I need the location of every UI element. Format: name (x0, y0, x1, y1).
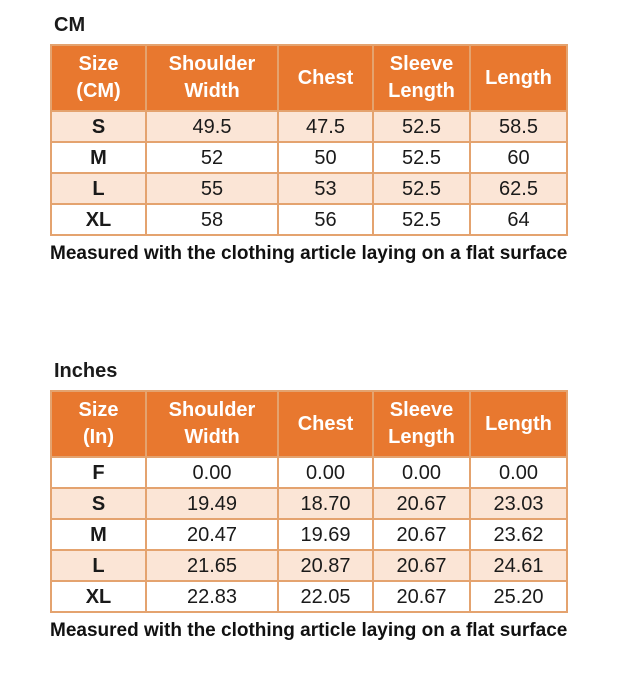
value-cell: 21.65 (145, 549, 279, 582)
size-cell: M (50, 141, 147, 174)
value-cell: 20.67 (372, 580, 471, 613)
table-row: M 20.47 19.69 20.67 23.62 (50, 518, 568, 551)
value-cell: 0.00 (277, 456, 374, 489)
value-cell: 20.67 (372, 518, 471, 551)
value-cell: 20.87 (277, 549, 374, 582)
value-cell: 55 (145, 172, 279, 205)
value-cell: 25.20 (469, 580, 568, 613)
header-cell: Length (469, 390, 568, 458)
table-row: L 21.65 20.87 20.67 24.61 (50, 549, 568, 582)
value-cell: 22.83 (145, 580, 279, 613)
value-cell: 22.05 (277, 580, 374, 613)
value-cell: 20.47 (145, 518, 279, 551)
table-row: S 49.5 47.5 52.5 58.5 (50, 110, 568, 143)
size-chart-page: CM Size (CM) Shoulder Width Chest Sleeve Lengt… (50, 14, 621, 642)
size-cell: F (50, 456, 147, 489)
cm-size-table: Size (CM) Shoulder Width Chest Sleeve Length Le… (50, 44, 568, 236)
header-cell: Shoulder Width (145, 44, 279, 112)
size-cell: S (50, 110, 147, 143)
value-cell: 52.5 (372, 110, 471, 143)
table-row: L 55 53 52.5 62.5 (50, 172, 568, 205)
cm-measurement-note: Measured with the clothing article layin… (50, 243, 568, 264)
value-cell: 50 (277, 141, 374, 174)
table-row: S 19.49 18.70 20.67 23.03 (50, 487, 568, 520)
table-row: F 0.00 0.00 0.00 0.00 (50, 456, 568, 489)
size-cell: L (50, 172, 147, 205)
inches-section: Inches Size (In) Shoulder Width Chest Sleeve L… (50, 360, 621, 642)
header-cell: Size (In) (50, 390, 147, 458)
value-cell: 0.00 (145, 456, 279, 489)
value-cell: 24.61 (469, 549, 568, 582)
value-cell: 52.5 (372, 141, 471, 174)
value-cell: 23.03 (469, 487, 568, 520)
value-cell: 52 (145, 141, 279, 174)
value-cell: 49.5 (145, 110, 279, 143)
table-row: M 52 50 52.5 60 (50, 141, 568, 174)
value-cell: 19.49 (145, 487, 279, 520)
value-cell: 0.00 (372, 456, 471, 489)
value-cell: 56 (277, 203, 374, 236)
value-cell: 58 (145, 203, 279, 236)
header-cell: Sleeve Length (372, 44, 471, 112)
value-cell: 0.00 (469, 456, 568, 489)
header-cell: Length (469, 44, 568, 112)
cm-section-title: CM (54, 14, 86, 36)
value-cell: 23.62 (469, 518, 568, 551)
value-cell: 52.5 (372, 203, 471, 236)
inches-section-title: Inches (54, 360, 118, 382)
header-cell: Shoulder Width (145, 390, 279, 458)
value-cell: 20.67 (372, 549, 471, 582)
size-cell: XL (50, 203, 147, 236)
value-cell: 62.5 (469, 172, 568, 205)
value-cell: 58.5 (469, 110, 568, 143)
value-cell: 18.70 (277, 487, 374, 520)
value-cell: 19.69 (277, 518, 374, 551)
header-cell: Size (CM) (50, 44, 147, 112)
table-row: XL 22.83 22.05 20.67 25.20 (50, 580, 568, 613)
value-cell: 20.67 (372, 487, 471, 520)
value-cell: 64 (469, 203, 568, 236)
header-cell: Sleeve Length (372, 390, 471, 458)
size-cell: L (50, 549, 147, 582)
size-cell: M (50, 518, 147, 551)
inches-size-table: Size (In) Shoulder Width Chest Sleeve Length Le… (50, 390, 568, 613)
inches-measurement-note: Measured with the clothing article layin… (50, 620, 568, 641)
size-cell: S (50, 487, 147, 520)
value-cell: 47.5 (277, 110, 374, 143)
value-cell: 52.5 (372, 172, 471, 205)
header-cell: Chest (277, 390, 374, 458)
cm-section: CM Size (CM) Shoulder Width Chest Sleeve Lengt… (50, 14, 621, 265)
table-row: XL 58 56 52.5 64 (50, 203, 568, 236)
value-cell: 60 (469, 141, 568, 174)
size-cell: XL (50, 580, 147, 613)
header-cell: Chest (277, 44, 374, 112)
value-cell: 53 (277, 172, 374, 205)
header-row: Size (CM) Shoulder Width Chest Sleeve Length Le… (50, 44, 568, 112)
header-row: Size (In) Shoulder Width Chest Sleeve Length Le… (50, 390, 568, 458)
